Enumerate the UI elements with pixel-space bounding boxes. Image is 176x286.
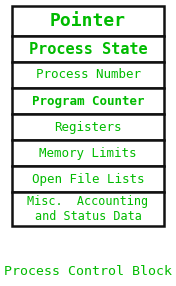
Bar: [12, 114, 164, 140]
Bar: [12, 166, 164, 192]
Bar: [12, 88, 164, 114]
Bar: [12, 192, 164, 226]
Bar: [12, 6, 164, 36]
Text: Process Control Block: Process Control Block: [4, 265, 172, 278]
Text: Program Counter: Program Counter: [32, 94, 144, 108]
Text: Process State: Process State: [29, 41, 147, 57]
Text: Open File Lists: Open File Lists: [32, 172, 144, 186]
Text: Misc.  Accounting
and Status Data: Misc. Accounting and Status Data: [27, 196, 149, 223]
Bar: [12, 36, 164, 62]
Bar: [12, 140, 164, 166]
Text: Pointer: Pointer: [50, 12, 126, 30]
Text: Registers: Registers: [54, 120, 122, 134]
Text: Process Number: Process Number: [36, 69, 140, 82]
Bar: [12, 62, 164, 88]
Text: Memory Limits: Memory Limits: [39, 146, 137, 160]
